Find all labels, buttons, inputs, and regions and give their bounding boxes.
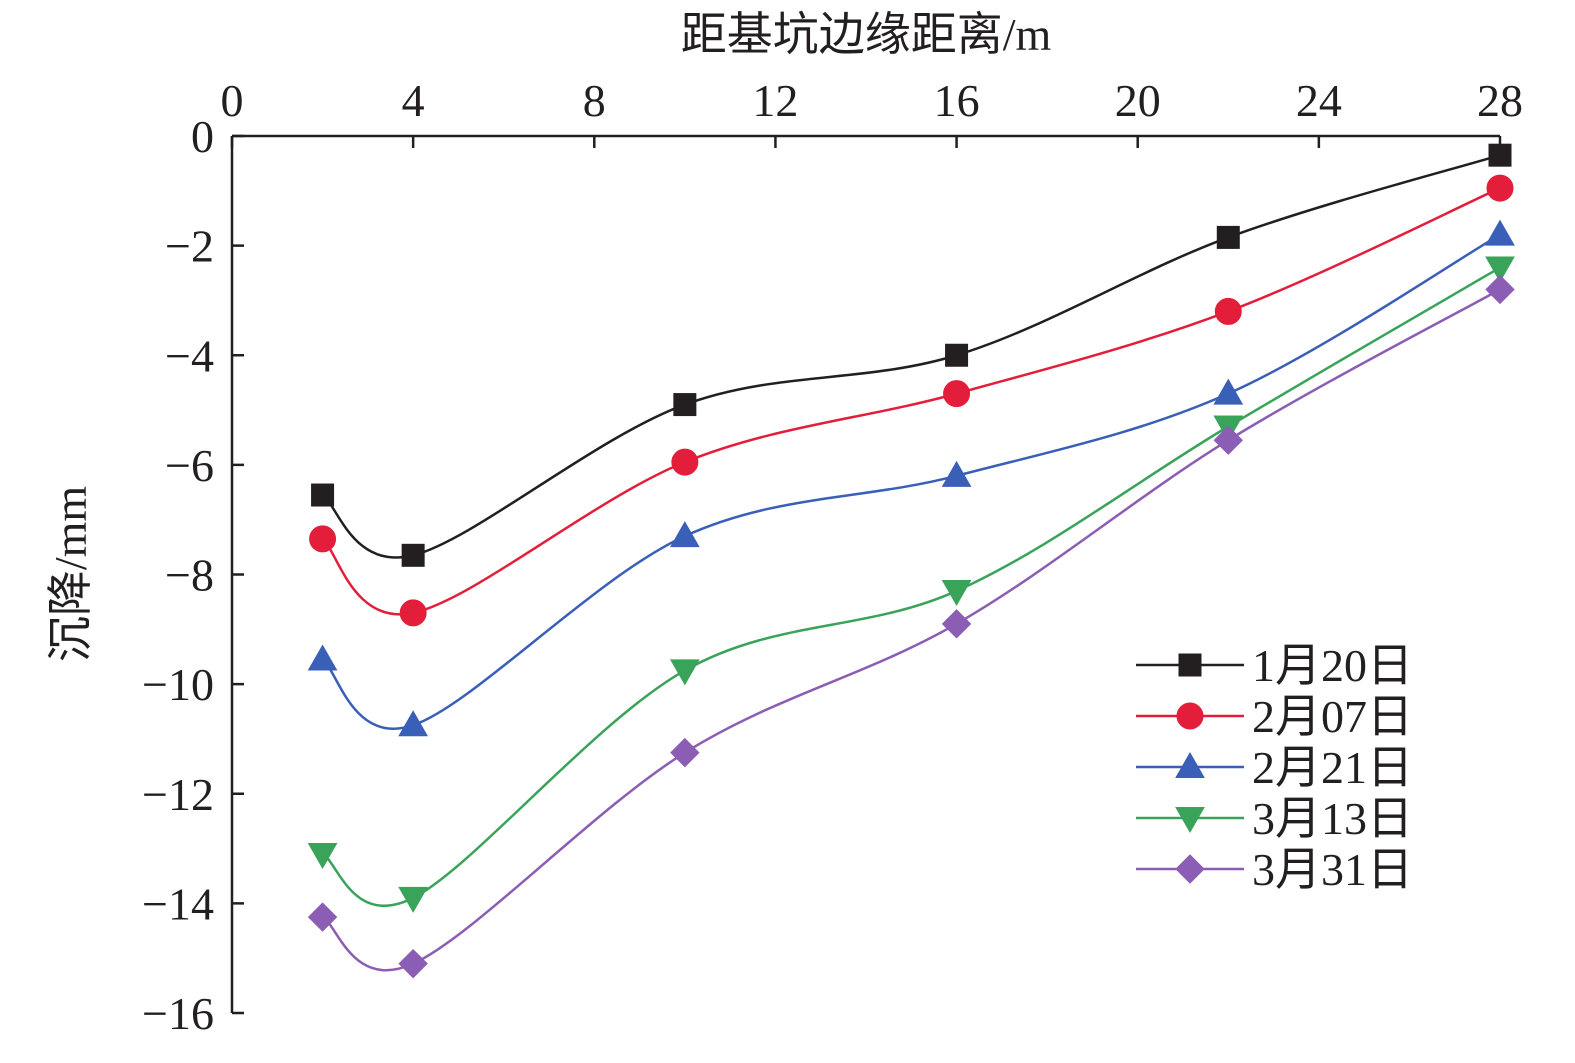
legend-marker [1178, 653, 1202, 677]
data-point-marker [398, 710, 429, 737]
x-tick-label: 0 [221, 75, 244, 126]
data-point-marker [941, 460, 972, 487]
y-axis-ticks: 0 −2 −4 −6 −8 −10 −12 −14 −16 [142, 111, 244, 1039]
y-tick-label: −16 [142, 988, 214, 1039]
data-point-marker [1214, 297, 1242, 325]
x-tick-label: 20 [1115, 75, 1161, 126]
data-point-marker [670, 737, 700, 768]
series-2 [309, 174, 1514, 627]
legend-item: 1月20日 [1136, 640, 1413, 691]
data-point-marker [669, 659, 700, 686]
legend-label: 1月20日 [1252, 640, 1413, 691]
y-tick-label: −6 [165, 440, 214, 491]
legend-marker [1175, 807, 1205, 834]
y-tick-label: −4 [165, 330, 214, 381]
y-tick-label: −8 [165, 550, 214, 601]
series-3 [307, 219, 1515, 737]
legend-item: 2月07日 [1136, 691, 1413, 742]
data-point-marker [941, 579, 972, 606]
data-point-marker [943, 380, 971, 408]
data-point-marker [673, 393, 697, 417]
legend-label: 3月31日 [1252, 844, 1413, 895]
series-5 [307, 274, 1515, 979]
legend-item: 3月13日 [1136, 793, 1413, 844]
y-tick-label: −10 [142, 659, 214, 710]
legend-item: 3月31日 [1136, 844, 1413, 895]
legend-label: 2月21日 [1252, 742, 1413, 793]
x-tick-label: 16 [934, 75, 980, 126]
data-point-marker [399, 599, 427, 627]
data-point-marker [309, 525, 337, 553]
legend-item: 2月21日 [1136, 742, 1413, 793]
legend-marker [1175, 854, 1205, 884]
data-point-marker [1486, 174, 1514, 202]
data-point-marker [1485, 219, 1515, 246]
data-point-marker [307, 843, 338, 870]
x-axis-title: 距基坑边缘距离/m [681, 9, 1052, 60]
data-point-marker [401, 543, 425, 567]
data-point-marker [941, 609, 972, 639]
series-line [321, 153, 1501, 559]
legend-label: 3月13日 [1252, 793, 1413, 844]
x-axis-ticks: 0 4 8 12 16 20 24 28 [221, 75, 1523, 148]
y-tick-label: 0 [191, 111, 214, 162]
series-layer [307, 143, 1515, 979]
y-tick-label: −2 [165, 221, 214, 272]
data-point-marker [311, 483, 335, 507]
y-axis-title: 沉降/mm [45, 486, 96, 663]
series-4 [307, 256, 1515, 913]
data-point-marker [671, 448, 699, 476]
data-point-marker [1485, 274, 1515, 305]
x-tick-label: 4 [402, 75, 425, 126]
x-tick-label: 24 [1296, 75, 1342, 126]
data-point-marker [1216, 225, 1240, 249]
x-tick-label: 12 [752, 75, 798, 126]
y-tick-label: −14 [142, 878, 214, 929]
x-tick-label: 28 [1477, 75, 1523, 126]
series-line [321, 186, 1501, 616]
data-point-marker [945, 343, 969, 367]
data-point-marker [1485, 256, 1515, 283]
data-point-marker [1213, 425, 1243, 455]
legend-label: 2月07日 [1252, 691, 1413, 742]
y-tick-label: −12 [142, 769, 214, 820]
data-point-marker [307, 902, 338, 932]
data-point-marker [398, 948, 428, 979]
x-tick-label: 8 [583, 75, 606, 126]
legend-marker [1176, 702, 1204, 730]
data-point-marker [1213, 378, 1244, 405]
data-point-marker [307, 644, 338, 671]
series-1 [311, 143, 1512, 567]
data-point-marker [398, 886, 429, 913]
data-point-marker [669, 521, 700, 548]
legend-marker [1175, 751, 1205, 778]
data-point-marker [1488, 143, 1512, 167]
